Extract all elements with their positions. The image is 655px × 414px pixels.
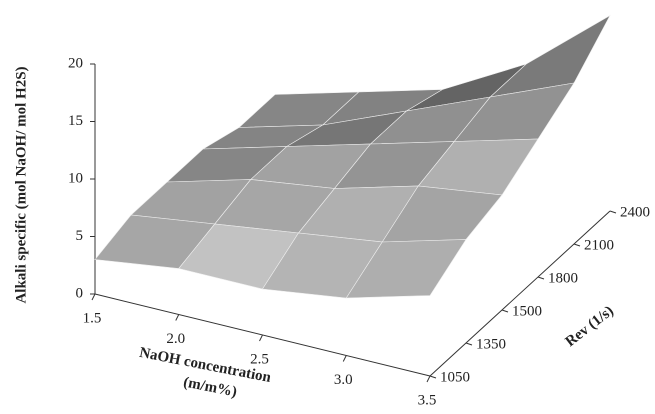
y-axis-title: Rev (1/s) [563, 303, 617, 350]
z-tick-label: 5 [76, 228, 84, 244]
x-tick-label: 2.5 [250, 351, 269, 367]
z-tick-label: 15 [68, 113, 83, 129]
y-tick-label: 2400 [620, 204, 650, 220]
z-tick-label: 10 [68, 170, 83, 186]
x-tick [259, 334, 263, 342]
x-tick-label: 3.5 [418, 392, 437, 408]
x-tick-label: 1.5 [83, 310, 102, 326]
y-tick-label: 1500 [512, 303, 542, 319]
x-tick [175, 314, 180, 321]
y-tick [537, 276, 545, 280]
x-tick-label: 2.0 [166, 331, 185, 347]
x-tick [426, 375, 431, 383]
y-tick-label: 1050 [440, 369, 470, 385]
y-tick-label: 1350 [476, 336, 506, 352]
y-tick [573, 243, 581, 247]
x-tick [342, 355, 347, 362]
x-tick-label: 3.0 [334, 372, 353, 388]
y-tick [429, 375, 437, 379]
x-tick [91, 293, 96, 301]
y-tick-label: 2100 [584, 237, 614, 253]
surface-patch [489, 14, 611, 98]
y-tick [501, 309, 509, 313]
y-tick [609, 210, 617, 214]
z-tick-label: 20 [68, 55, 83, 71]
surface-patch [345, 239, 467, 299]
y-axis-line [429, 210, 611, 377]
z-axis-title: Alkali specific (mol NaOH/ mol H2S) [13, 66, 29, 303]
y-tick-label: 1800 [548, 270, 578, 286]
y-tick [465, 342, 473, 346]
z-tick-label: 0 [76, 285, 84, 301]
